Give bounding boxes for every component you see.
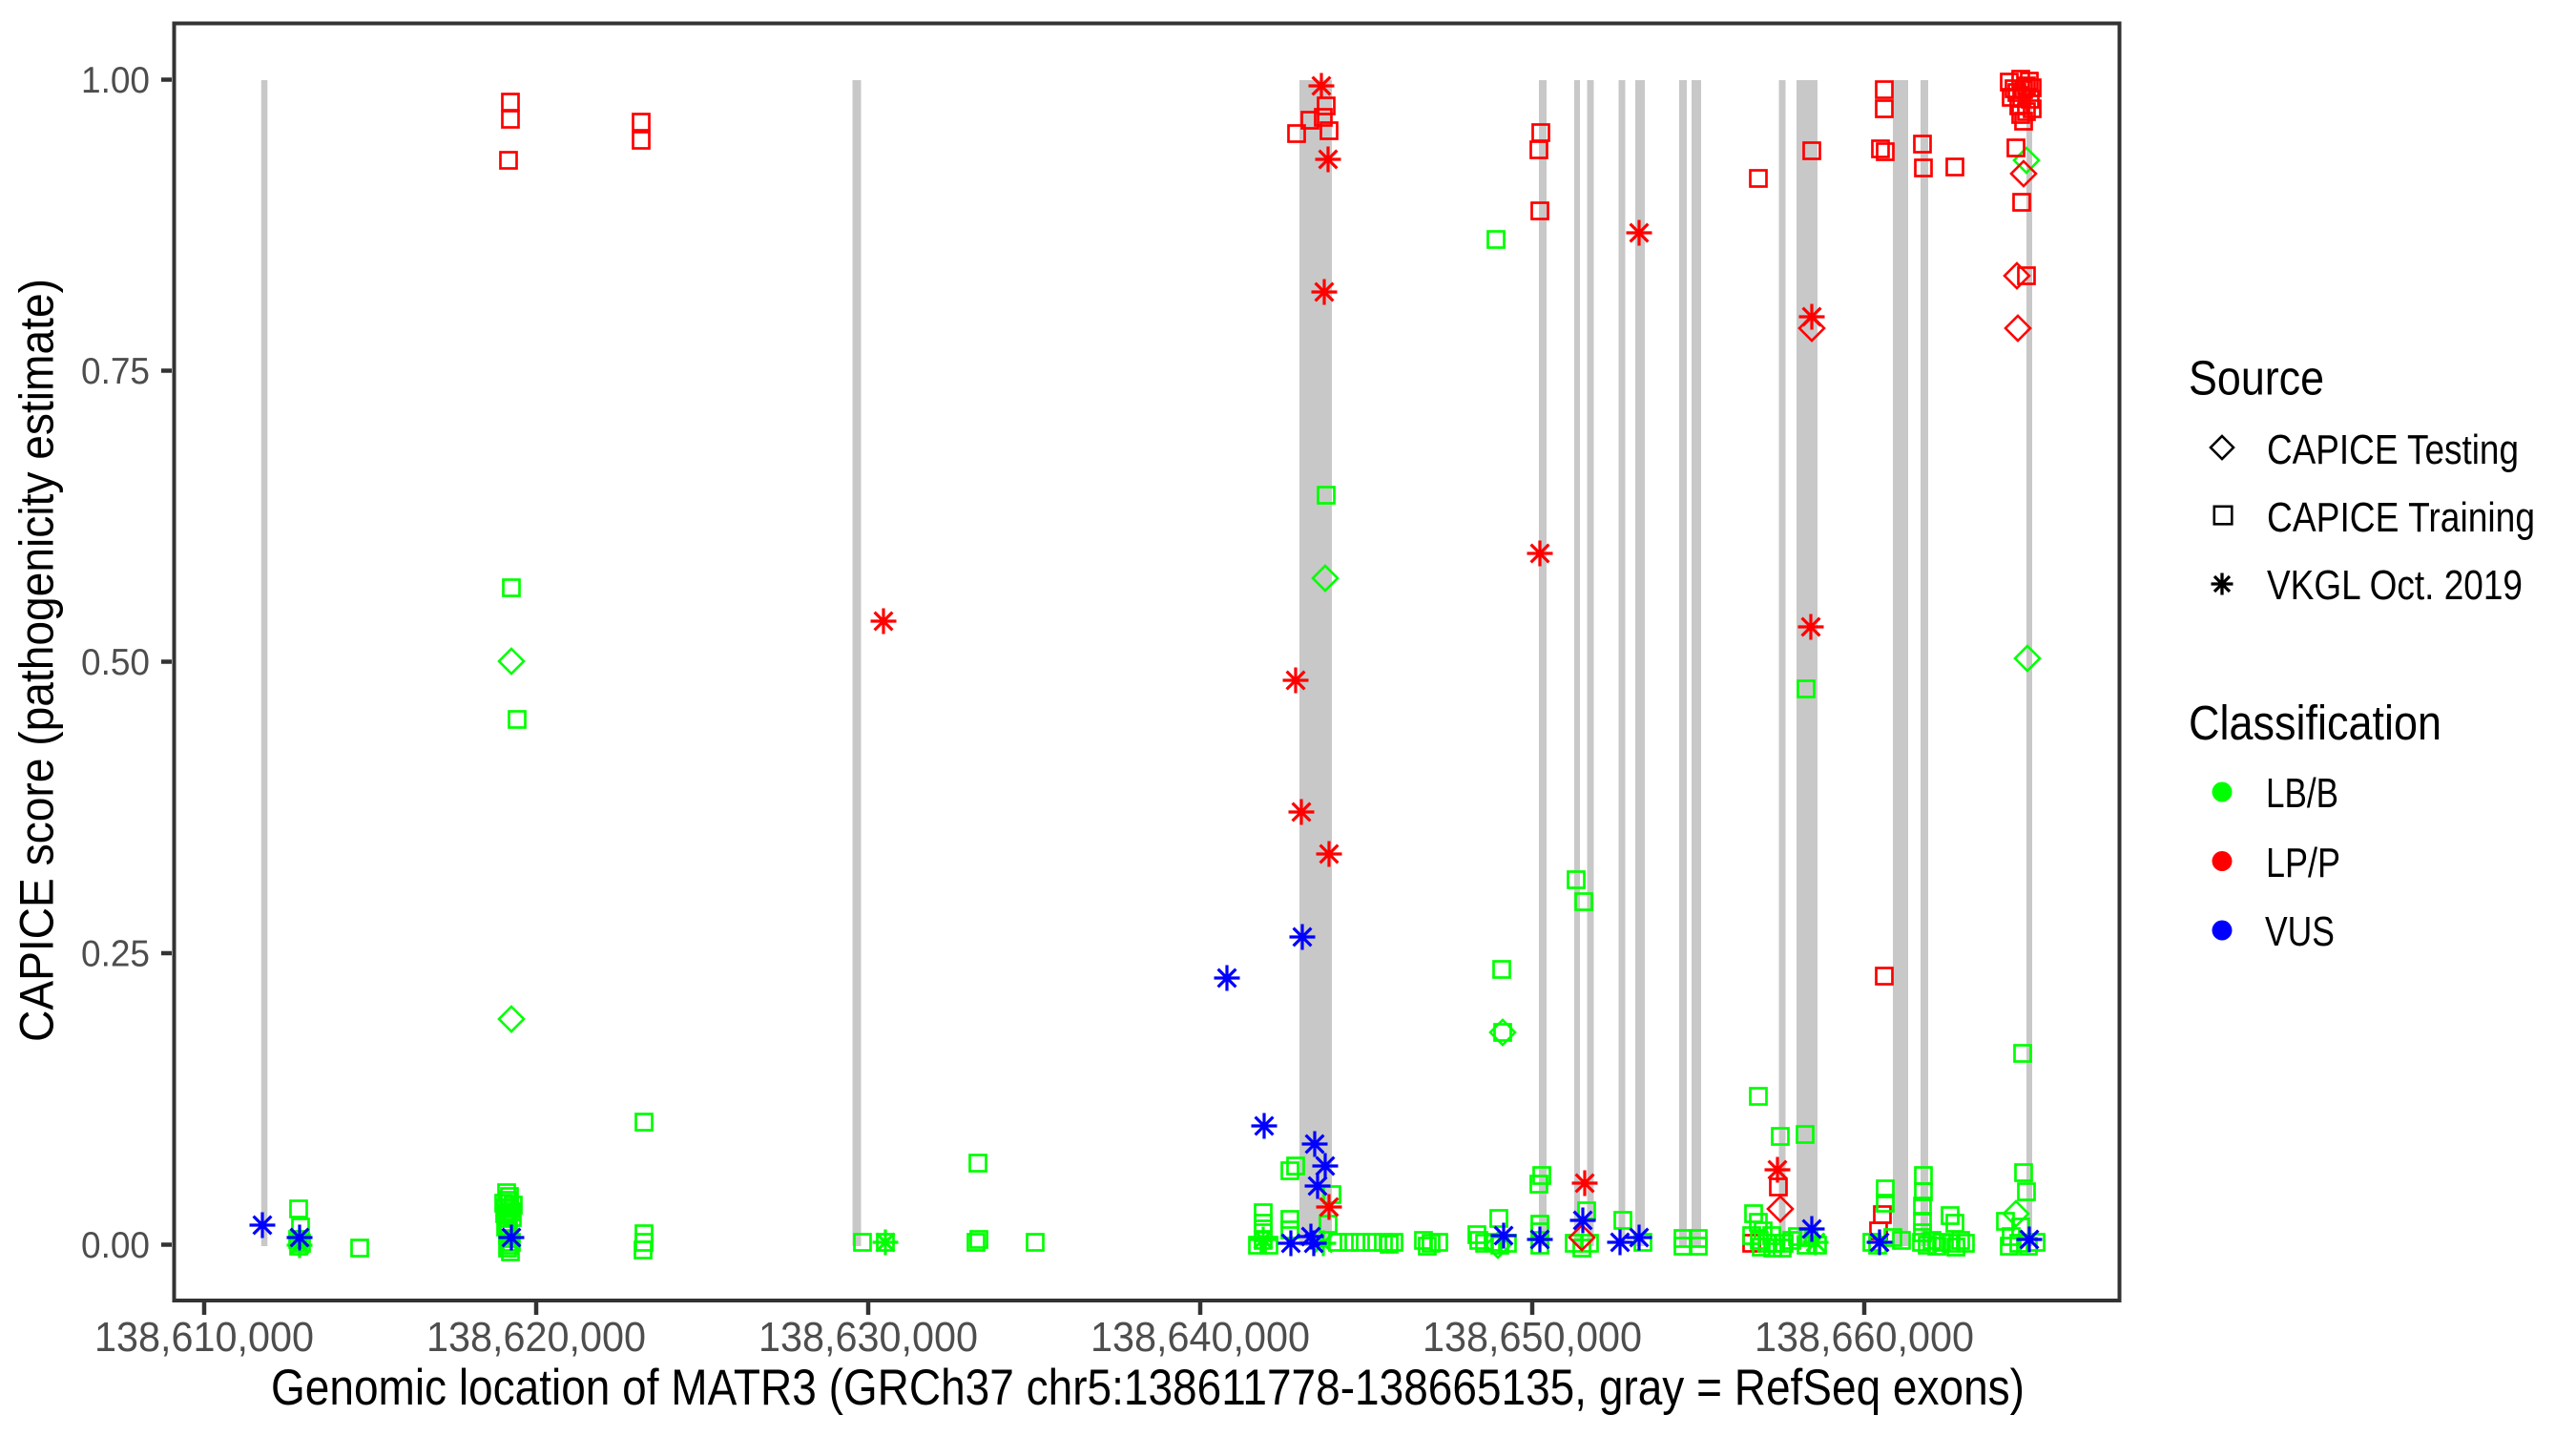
- svg-text:CAPICE score (pathogenicity es: CAPICE score (pathogenicity estimate): [10, 279, 64, 1042]
- svg-text:CAPICE Testing: CAPICE Testing: [2267, 427, 2519, 473]
- svg-text:VUS: VUS: [2265, 908, 2335, 955]
- svg-text:0.50: 0.50: [81, 642, 150, 683]
- svg-text:LB/B: LB/B: [2266, 770, 2338, 817]
- svg-text:138,620,000: 138,620,000: [426, 1315, 646, 1361]
- svg-text:VKGL Oct. 2019: VKGL Oct. 2019: [2267, 562, 2523, 609]
- svg-text:Source: Source: [2189, 351, 2324, 406]
- svg-text:138,610,000: 138,610,000: [94, 1315, 314, 1361]
- svg-text:Genomic location of MATR3 (GRC: Genomic location of MATR3 (GRCh37 chr5:1…: [271, 1360, 2025, 1416]
- svg-text:0.00: 0.00: [81, 1225, 150, 1266]
- svg-text:1.00: 1.00: [81, 60, 150, 101]
- svg-text:138,630,000: 138,630,000: [758, 1315, 978, 1361]
- svg-text:138,640,000: 138,640,000: [1091, 1315, 1310, 1361]
- svg-text:LP/P: LP/P: [2266, 840, 2340, 886]
- svg-text:CAPICE Training: CAPICE Training: [2267, 494, 2535, 541]
- svg-text:138,660,000: 138,660,000: [1755, 1315, 1974, 1361]
- svg-text:Classification: Classification: [2189, 696, 2441, 750]
- svg-text:0.75: 0.75: [81, 351, 150, 392]
- svg-text:138,650,000: 138,650,000: [1423, 1315, 1642, 1361]
- svg-text:0.25: 0.25: [81, 934, 150, 975]
